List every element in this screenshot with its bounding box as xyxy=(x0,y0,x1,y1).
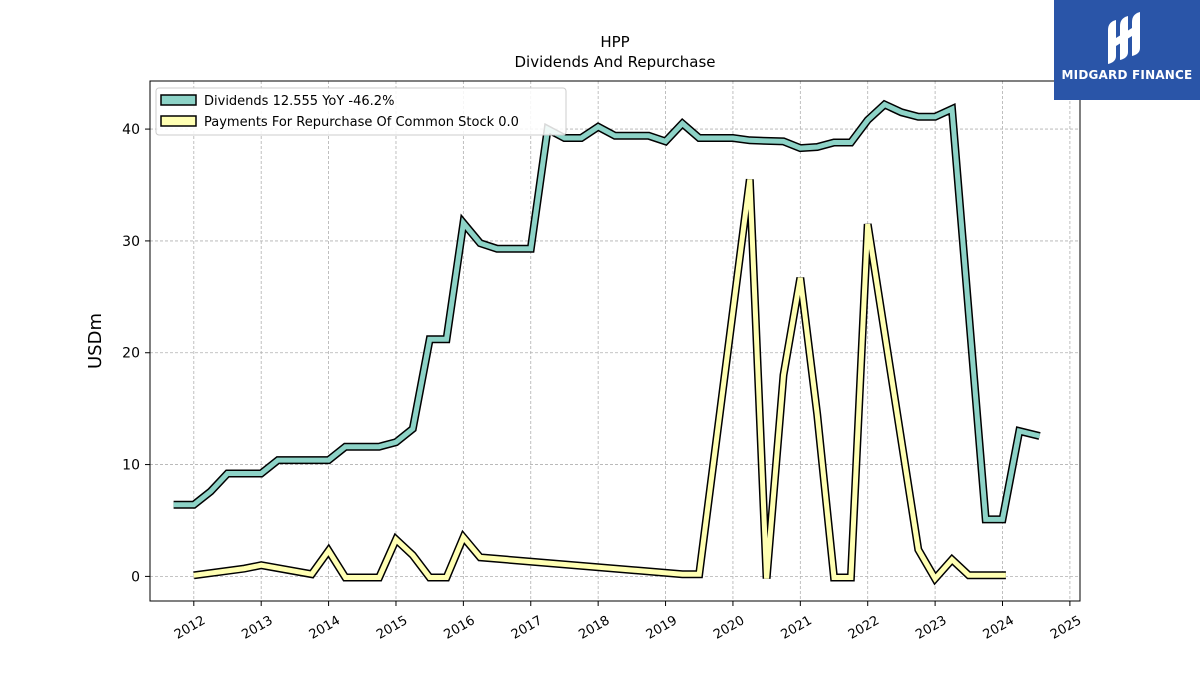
legend-label-repurchase: Payments For Repurchase Of Common Stock … xyxy=(204,115,519,130)
x-tick-label: 2019 xyxy=(644,613,680,643)
x-tick-label: 2015 xyxy=(374,613,410,643)
x-tick-label: 2023 xyxy=(913,613,949,643)
series-line-repurchase xyxy=(193,179,1006,583)
series-outline-repurchase xyxy=(193,178,1006,586)
x-tick-label: 2021 xyxy=(778,613,814,643)
y-tick-label: 40 xyxy=(122,122,140,138)
y-axis-label: USDm xyxy=(85,313,106,369)
midgard-finance-logo: MIDGARD FINANCE xyxy=(1054,0,1200,100)
y-tick-label: 30 xyxy=(122,234,140,250)
x-tick-label: 2014 xyxy=(307,613,343,643)
x-tick-label: 2018 xyxy=(576,613,612,643)
legend-box xyxy=(155,87,567,136)
legend-swatch-repurchase xyxy=(160,115,197,127)
x-tick-label: 2025 xyxy=(1048,613,1084,643)
x-tick-label: 2016 xyxy=(442,613,478,643)
legend-label-dividends: Dividends 12.555 YoY -46.2% xyxy=(204,94,394,109)
x-tick-label: 2020 xyxy=(711,613,747,643)
x-tick-label: 2012 xyxy=(172,613,208,643)
x-tick-label: 2024 xyxy=(981,613,1017,643)
series-line-dividends xyxy=(173,101,1041,522)
chart-title: HPP xyxy=(600,33,629,51)
series-outline-dividends xyxy=(173,99,1041,524)
chart-subtitle: Dividends And Repurchase xyxy=(514,53,715,71)
logo-text: MIDGARD FINANCE xyxy=(1061,68,1193,82)
y-tick-label: 20 xyxy=(122,346,140,362)
x-tick-label: 2013 xyxy=(239,613,275,643)
legend-swatch-dividends xyxy=(160,94,197,106)
plot-frame xyxy=(149,80,1081,602)
x-tick-label: 2017 xyxy=(509,613,545,643)
midgard-m-logo-icon xyxy=(1108,12,1140,64)
series-lines xyxy=(173,99,1041,586)
y-tick-label: 10 xyxy=(122,458,140,474)
x-tick-label: 2022 xyxy=(846,613,882,643)
y-tick-label: 0 xyxy=(131,569,140,585)
legend: Dividends 12.555 YoY -46.2% Payments For… xyxy=(155,87,567,136)
grid xyxy=(150,81,1080,601)
